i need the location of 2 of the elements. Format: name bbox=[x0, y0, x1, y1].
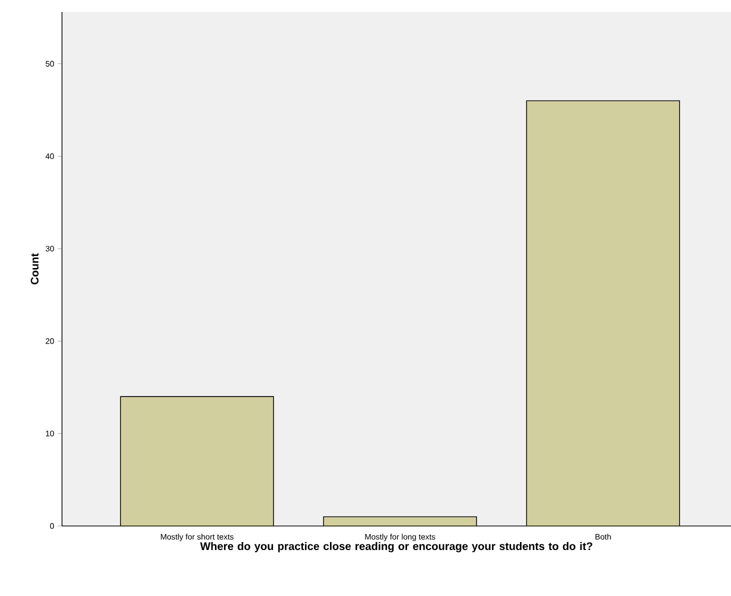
x-axis-title: Where do you practice close reading or encourage your students to do it? bbox=[200, 542, 592, 552]
y-axis-title: Count bbox=[30, 253, 39, 284]
